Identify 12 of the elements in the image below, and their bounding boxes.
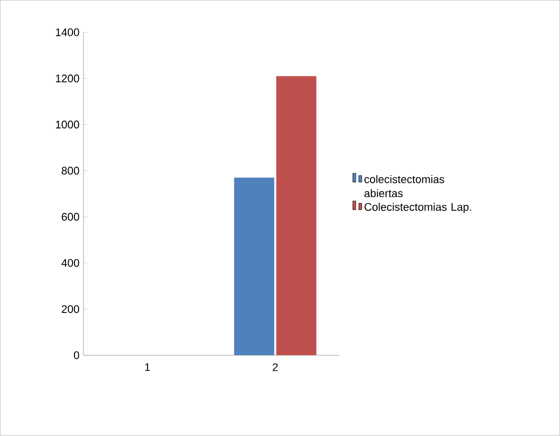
y-tick-label: 0 <box>74 352 80 360</box>
y-tick-label: 200 <box>62 305 80 314</box>
legend-label: colecistectomias abiertas <box>364 175 444 198</box>
y-tick-label: 600 <box>62 213 80 221</box>
x-tick-label: 1 <box>145 364 150 372</box>
y-tick-label: 800 <box>62 166 80 175</box>
y-tick-label: 1400 <box>56 28 80 36</box>
y-tick-label: 400 <box>61 259 80 268</box>
y-tick-label: 1200 <box>56 74 80 82</box>
y-tick-label: 1000 <box>56 120 80 129</box>
x-tick-label: 2 <box>272 364 278 372</box>
legend-label: Colecistectomias Lap. <box>364 202 472 214</box>
